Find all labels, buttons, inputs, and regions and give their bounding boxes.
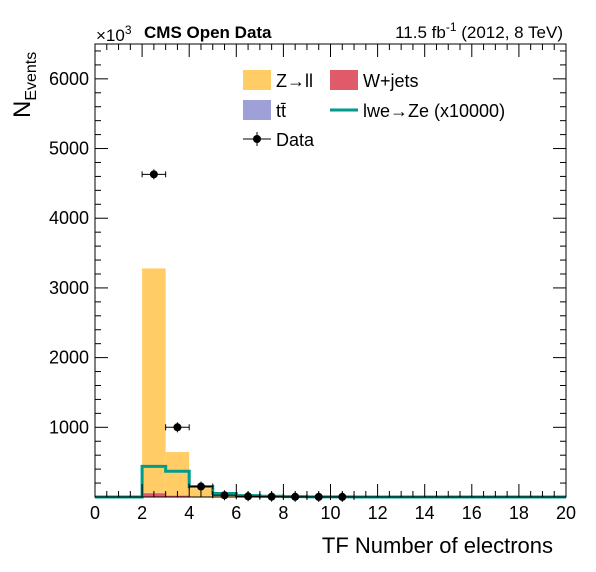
x-tick-label-18: 18 (509, 503, 529, 523)
y-tick-label-6000: 6000 (49, 69, 89, 89)
data-point-2 (196, 482, 205, 491)
legend-item-2: tt̄ (243, 100, 286, 121)
y-axis-label: NEvents (9, 52, 40, 118)
legend-swatch (243, 100, 271, 120)
bar-z-ll-3 (165, 452, 190, 496)
legend-item-1: W+jets (330, 70, 419, 91)
x-tick-label-20: 20 (556, 503, 576, 523)
data-point-1 (173, 423, 182, 432)
legend-marker (253, 135, 261, 143)
x-tick-label-4: 4 (184, 503, 194, 523)
x-tick-label-8: 8 (278, 503, 288, 523)
legend-item-0: Z→ll (243, 70, 313, 91)
y-tick-label-4000: 4000 (49, 208, 89, 228)
data-point-0 (149, 170, 158, 179)
y-tick-label-3000: 3000 (49, 278, 89, 298)
x-tick-label-6: 6 (231, 503, 241, 523)
axes: 0 2 4 6 8 10 12 14 16 18 20 1000 2000 3000 4000 5000 600… (49, 44, 576, 523)
legend-label: Data (276, 130, 315, 150)
legend: Z→ll W+jets tt̄ lwe→Ze (x10000) Data (243, 70, 505, 150)
plot-area (95, 169, 566, 502)
x-tick-label-0: 0 (90, 503, 100, 523)
x-axis-label: TF Number of electrons (322, 533, 553, 558)
x-tick-label-12: 12 (368, 503, 388, 523)
multiplier-label: ×103 (96, 23, 132, 45)
x-tick-label-10: 10 (320, 503, 340, 523)
experiment-label: CMS Open Data (144, 23, 272, 42)
legend-label: lwe→Ze (x10000) (363, 101, 505, 121)
y-tick-label-2000: 2000 (49, 348, 89, 368)
legend-label: W+jets (363, 71, 419, 91)
legend-item-4: Data (243, 130, 315, 150)
y-tick-label-5000: 5000 (49, 139, 89, 159)
legend-item-3: lwe→Ze (x10000) (330, 101, 505, 121)
legend-swatch (243, 70, 271, 90)
y-tick-label-1000: 1000 (49, 417, 89, 437)
legend-swatch (330, 70, 358, 90)
x-tick-label-14: 14 (415, 503, 435, 523)
bar-z-ll-2 (142, 268, 166, 493)
x-tick-label-2: 2 (137, 503, 147, 523)
x-tick-label-16: 16 (462, 503, 482, 523)
lumi-label: 11.5 fb-1 (2012, 8 TeV) (395, 20, 563, 42)
legend-label: Z→ll (276, 71, 313, 91)
legend-label: tt̄ (276, 101, 286, 121)
